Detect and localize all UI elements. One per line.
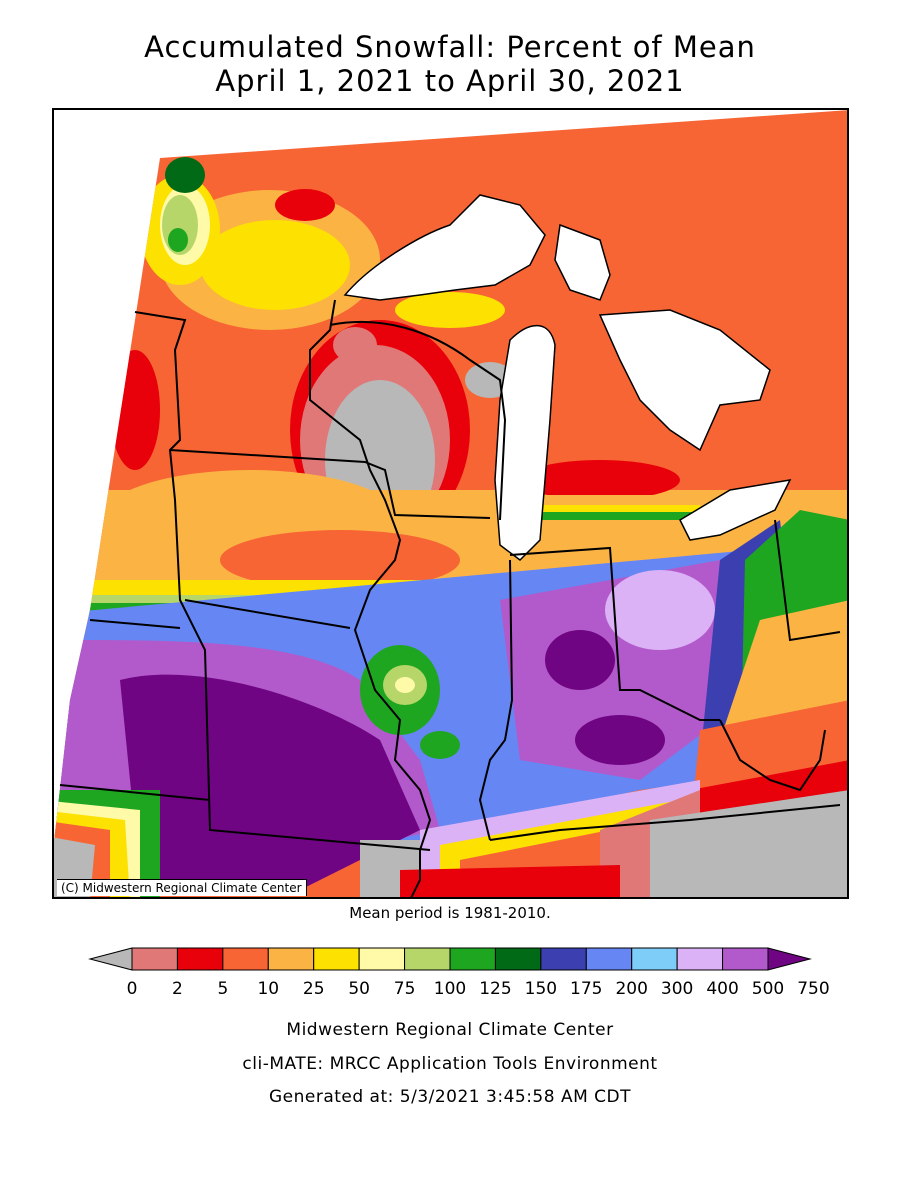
boundary-ia-mo <box>184 599 351 629</box>
legend-tick-label: 150 <box>525 979 557 999</box>
legend-tick-label: 750 <box>797 979 829 999</box>
canada-landmass <box>554 223 611 301</box>
map-border <box>52 108 849 899</box>
boundary-il-in <box>478 559 514 841</box>
boundary-oh-pa <box>774 519 841 642</box>
lake-erie <box>679 479 792 541</box>
legend-tick-label: 2 <box>172 979 183 999</box>
legend-tick-label: 175 <box>570 979 602 999</box>
great-lakes <box>343 194 792 561</box>
boundary-west <box>134 311 431 851</box>
map-credit: (C) Midwestern Regional Climate Center <box>57 879 307 896</box>
legend-bin <box>585 947 633 971</box>
boundary-mississippi <box>309 299 432 898</box>
legend-tick-label: 50 <box>348 979 370 999</box>
title-line-2: April 1, 2021 to April 30, 2021 <box>215 64 685 98</box>
legend-bin <box>767 947 812 971</box>
lake-michigan <box>494 324 556 561</box>
legend-bin <box>631 947 678 971</box>
boundary-wi <box>329 320 507 521</box>
legend-bin <box>313 947 360 971</box>
footer-line-1: Midwestern Regional Climate Center <box>286 1020 614 1040</box>
legend-colorbar: 0 2 5 10 25 50 75 100 125 150 175 200 300 400 500 750 <box>88 947 830 999</box>
mean-period-note: Mean period is 1981-2010. <box>349 904 551 922</box>
legend-bin <box>222 947 269 971</box>
legend-bin <box>176 947 224 971</box>
legend-tick-label: 125 <box>479 979 511 999</box>
legend-bin <box>267 947 315 971</box>
legend-tick-label: 200 <box>615 979 647 999</box>
legend-bin <box>88 947 133 971</box>
legend-bin <box>131 947 178 971</box>
boundary-ky-wv <box>719 719 826 792</box>
boundary-mn-ia <box>169 449 491 519</box>
legend-bin <box>722 947 769 971</box>
legend-tick-label: 5 <box>217 979 228 999</box>
footer-line-3: Generated at: 5/3/2021 3:45:58 AM CDT <box>268 1087 632 1107</box>
lake-superior <box>343 194 546 301</box>
legend-tick-label: 0 <box>127 979 138 999</box>
footer-line-2: cli-MATE: MRCC Application Tools Environ… <box>242 1054 658 1074</box>
boundary-ky-tn <box>489 804 841 841</box>
legend-bin <box>358 947 406 971</box>
legend-bin <box>494 947 542 971</box>
legend-bin <box>449 947 496 971</box>
legend-bin <box>404 947 451 971</box>
boundary-in-oh <box>509 546 720 721</box>
legend-tick-label: 100 <box>434 979 466 999</box>
legend-tick-label: 10 <box>257 979 279 999</box>
legend-tick-label: 300 <box>661 979 693 999</box>
boundary-ks-ok <box>59 784 211 801</box>
title-line-1: Accumulated Snowfall: Percent of Mean <box>144 30 756 64</box>
legend-bin <box>676 947 724 971</box>
boundary-ne-ks <box>89 619 181 629</box>
legend-tick-label: 75 <box>394 979 416 999</box>
state-boundaries <box>59 299 841 898</box>
legend-tick-label: 25 <box>303 979 325 999</box>
legend-tick-label: 500 <box>752 979 784 999</box>
lake-huron <box>598 309 771 452</box>
legend-tick-label: 400 <box>706 979 738 999</box>
legend-bin <box>540 947 587 971</box>
